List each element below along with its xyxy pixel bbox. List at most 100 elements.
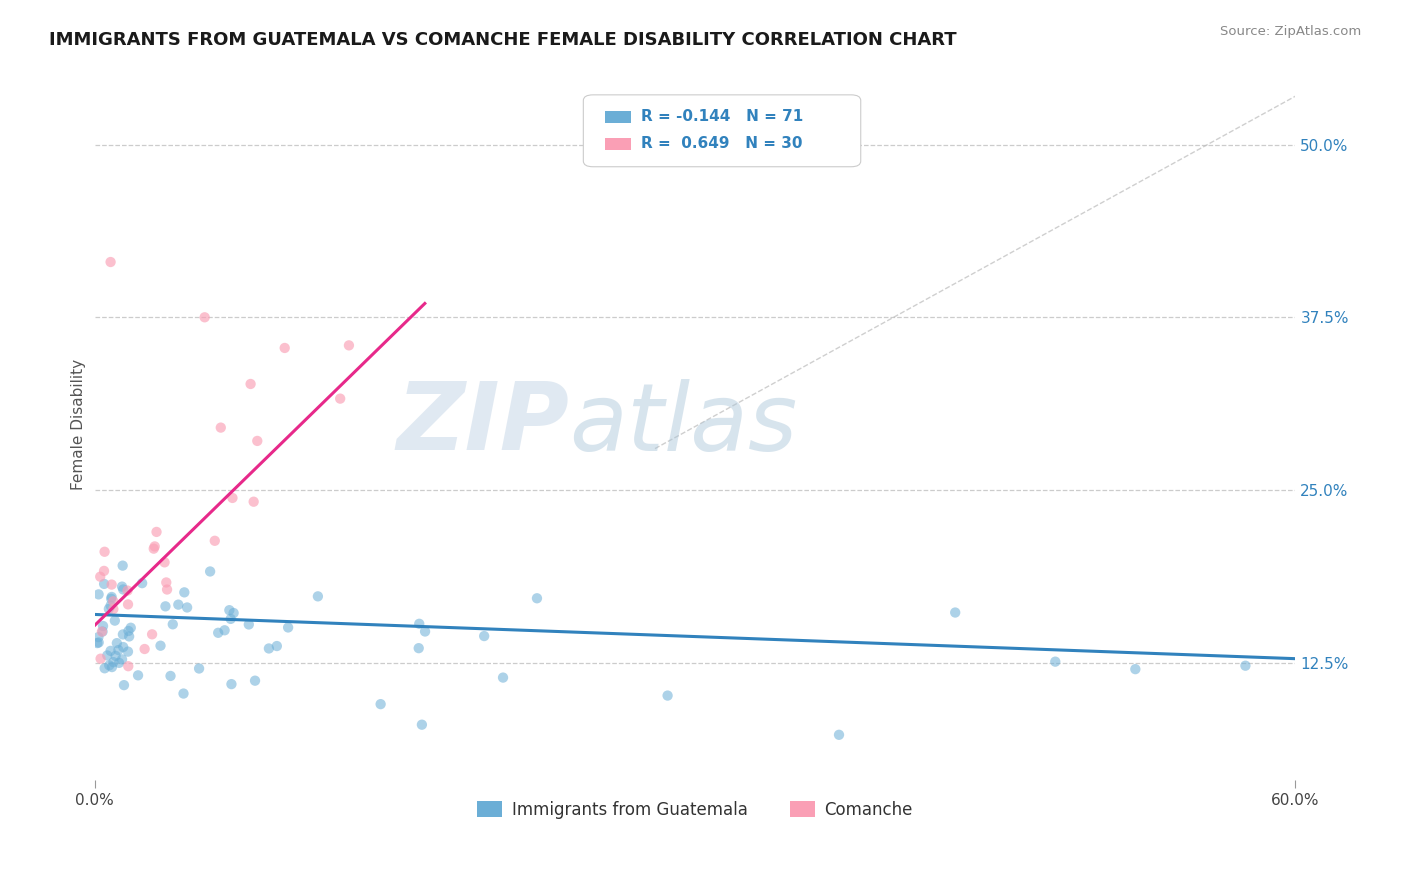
Point [277, 620, 299, 634]
Point [117, 583, 139, 598]
Point [112, 640, 135, 654]
Point [307, 590, 329, 604]
Point [100, 644, 122, 658]
Point [111, 652, 134, 666]
Point [943, 606, 966, 620]
Point [214, 624, 236, 638]
Point [127, 668, 149, 682]
FancyBboxPatch shape [605, 111, 631, 123]
Point [266, 639, 288, 653]
Point [117, 645, 139, 659]
Point [156, 582, 179, 597]
Point [87, 635, 110, 649]
Point [209, 420, 232, 434]
Point [104, 614, 127, 628]
FancyBboxPatch shape [583, 95, 860, 167]
Point [86, 636, 108, 650]
Point [176, 600, 198, 615]
Point [143, 540, 166, 554]
Point [93, 564, 115, 578]
Point [117, 624, 139, 638]
Point [104, 648, 127, 663]
Point [93, 661, 115, 675]
Point [100, 599, 122, 613]
Point [153, 555, 176, 569]
Point [243, 673, 266, 688]
Text: R =  0.649   N = 30: R = 0.649 N = 30 [641, 136, 803, 152]
Point [111, 580, 134, 594]
Point [159, 669, 181, 683]
Point [107, 643, 129, 657]
Point [89, 570, 111, 584]
Point [111, 558, 134, 573]
FancyBboxPatch shape [605, 137, 631, 151]
Point [218, 603, 240, 617]
Point [173, 687, 195, 701]
Point [167, 598, 190, 612]
Text: IMMIGRANTS FROM GUATEMALA VS COMANCHE FEMALE DISABILITY CORRELATION CHART: IMMIGRANTS FROM GUATEMALA VS COMANCHE FE… [49, 31, 957, 49]
Point [118, 629, 141, 643]
Point [87, 630, 110, 644]
Point [112, 678, 135, 692]
Point [100, 577, 122, 591]
Point [273, 341, 295, 355]
Point [142, 541, 165, 556]
Text: atlas: atlas [569, 379, 797, 470]
Point [103, 602, 125, 616]
Point [141, 627, 163, 641]
Point [117, 598, 139, 612]
Point [90, 651, 112, 665]
Point [188, 661, 211, 675]
Point [370, 697, 392, 711]
Point [105, 636, 128, 650]
Point [93, 577, 115, 591]
Point [108, 656, 131, 670]
Point [91, 624, 114, 639]
Point [222, 606, 245, 620]
Text: Source: ZipAtlas.com: Source: ZipAtlas.com [1220, 25, 1361, 38]
Point [1123, 662, 1146, 676]
Point [112, 582, 135, 597]
Point [239, 376, 262, 391]
Point [120, 621, 142, 635]
Y-axis label: Female Disability: Female Disability [72, 359, 86, 490]
Point [101, 660, 124, 674]
Point [472, 629, 495, 643]
Point [155, 599, 177, 614]
Point [103, 655, 125, 669]
Legend: Immigrants from Guatemala, Comanche: Immigrants from Guatemala, Comanche [471, 794, 920, 825]
Point [173, 585, 195, 599]
Point [96, 648, 118, 663]
Text: ZIP: ZIP [396, 378, 569, 470]
Point [134, 642, 156, 657]
Point [145, 524, 167, 539]
Point [408, 616, 430, 631]
Point [411, 717, 433, 731]
Point [131, 576, 153, 591]
Point [103, 594, 125, 608]
Point [221, 491, 243, 505]
Point [87, 587, 110, 601]
Point [98, 658, 121, 673]
Point [657, 689, 679, 703]
Point [100, 590, 122, 604]
Point [100, 591, 122, 606]
Point [90, 624, 112, 639]
Point [246, 434, 269, 448]
Point [204, 533, 226, 548]
Point [329, 392, 352, 406]
Point [526, 591, 548, 606]
Point [1045, 655, 1067, 669]
Point [149, 639, 172, 653]
Point [117, 659, 139, 673]
Point [828, 728, 851, 742]
Point [1234, 658, 1257, 673]
Point [257, 641, 280, 656]
Point [97, 602, 120, 616]
Point [100, 255, 122, 269]
Point [238, 617, 260, 632]
Point [155, 575, 177, 590]
Point [198, 565, 221, 579]
Point [162, 617, 184, 632]
Point [413, 624, 436, 639]
